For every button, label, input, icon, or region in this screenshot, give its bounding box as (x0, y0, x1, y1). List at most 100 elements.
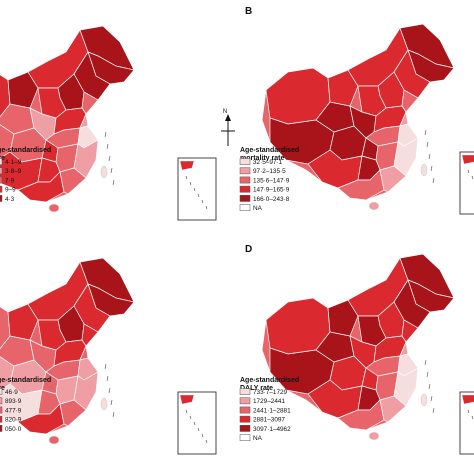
sea-dash (112, 179, 115, 186)
legend-label: 2441·1–2881 (253, 407, 291, 414)
legend-label: 46·9 (5, 389, 18, 396)
south-china-sea-inset-c (177, 391, 217, 455)
sea-dash (104, 131, 107, 138)
province-guangxi (337, 169, 385, 201)
legend-title-line: rate (0, 155, 5, 162)
island-taiwan (100, 397, 108, 411)
sea-dash (428, 153, 431, 160)
sea-dash (426, 141, 429, 148)
province-gansu (327, 69, 359, 107)
inset-dash (467, 409, 470, 414)
province-guangdong (379, 395, 407, 423)
legend-swatch (239, 425, 251, 432)
legend-swatch (239, 388, 251, 395)
legend-swatch (0, 406, 3, 414)
inset-coast (461, 394, 474, 405)
province-gansu (7, 71, 39, 109)
legend-swatch (239, 434, 251, 441)
sea-dash (428, 383, 431, 390)
inset-dash (205, 205, 208, 210)
inset-coast (179, 160, 195, 171)
sea-dash (424, 359, 427, 366)
legend-swatch (0, 176, 3, 184)
island-hainan (368, 431, 380, 441)
legend-label: 166·0–243·8 (253, 196, 290, 203)
legend-swatch (239, 167, 251, 175)
legend-label: 97·2–135·5 (253, 168, 286, 175)
legend-label: 2881–3097 (253, 417, 285, 424)
inset-dash (193, 187, 196, 192)
inset-dash (471, 415, 474, 420)
legend-label: 9–9 (5, 187, 16, 194)
legend-label: 3·8–9 (5, 168, 22, 175)
legend-label: 3097·1–4962 (253, 426, 291, 433)
sea-dash (426, 371, 429, 378)
sea-dash (430, 165, 433, 172)
legend-swatch (0, 185, 3, 193)
north-arrow-head-icon (225, 114, 231, 121)
map-panel-a (0, 25, 135, 213)
inset-dash (185, 409, 188, 414)
panel-c: Age-standardisedrate46·9 893·9 477·9 820·9 0… (0, 257, 217, 455)
sea-dash (110, 167, 113, 174)
legend-swatch (239, 406, 251, 414)
sea-dash (108, 155, 111, 162)
inset-dash (193, 421, 196, 426)
legend-swatch (0, 415, 3, 423)
inset-dash (201, 433, 204, 438)
legend-title-line: Age-standardised (240, 147, 299, 154)
sea-dash (106, 143, 109, 150)
legend-label: 135·6–147·9 (253, 177, 290, 184)
inset-dash (185, 175, 188, 180)
north-arrow: N (221, 109, 235, 146)
inset-dash (471, 175, 474, 180)
inset-frame (459, 151, 474, 215)
legend-label: 733·7–1729 (253, 389, 288, 396)
legend-title-line: Age-standardised (240, 377, 299, 384)
province-guangxi (337, 399, 385, 431)
sea-dash (106, 375, 109, 382)
legend-label: 820·9 (5, 417, 22, 424)
legend-swatch (0, 425, 3, 432)
island-taiwan (100, 165, 108, 179)
inset-coast (179, 394, 195, 405)
map-panel-b (261, 23, 455, 211)
legend-panel-c: Age-standardisedrate46·9 893·9 477·9 820·9 0… (0, 377, 51, 433)
panel-letter-d: D (245, 244, 252, 255)
legend-panel-a: Age-standardisedrate4·1–9 3·8–9 7·9 9–9 4·3 (0, 147, 51, 203)
inset-frame (459, 391, 474, 455)
legend-swatch (239, 158, 251, 165)
sea-dash (104, 363, 107, 370)
province-guangdong (59, 167, 87, 195)
inset-dash (201, 199, 204, 204)
legend-swatch (0, 158, 3, 165)
legend-label: 1729–2441 (253, 398, 285, 405)
panel-letter-b: B (245, 6, 252, 17)
island-hainan (48, 435, 60, 445)
legend-swatch (239, 176, 251, 184)
legend-label: 147·9–165·9 (253, 187, 290, 194)
legend-swatch (239, 195, 251, 202)
province-gansu (327, 299, 359, 337)
legend-swatch (0, 397, 3, 405)
province-guangxi (17, 171, 65, 203)
inset-dash (197, 427, 200, 432)
south-china-sea-inset-a (177, 157, 217, 221)
sea-dash (432, 177, 435, 184)
south-china-sea-inset-d (459, 391, 474, 455)
legend-title-line: Age-standardised (0, 147, 51, 154)
legend-title-line: rate (0, 385, 5, 392)
sea-dash (108, 387, 111, 394)
sea-dash (110, 399, 113, 406)
legend-label: 4·1–9 (5, 159, 22, 166)
legend-label: 7·9 (5, 177, 15, 184)
inset-dash (205, 439, 208, 444)
province-guangdong (59, 399, 87, 427)
sea-dash (424, 129, 427, 136)
legend-title-line: Age-standardised (0, 377, 51, 384)
legend-label: NA (253, 205, 263, 212)
legend-swatch (239, 415, 251, 423)
